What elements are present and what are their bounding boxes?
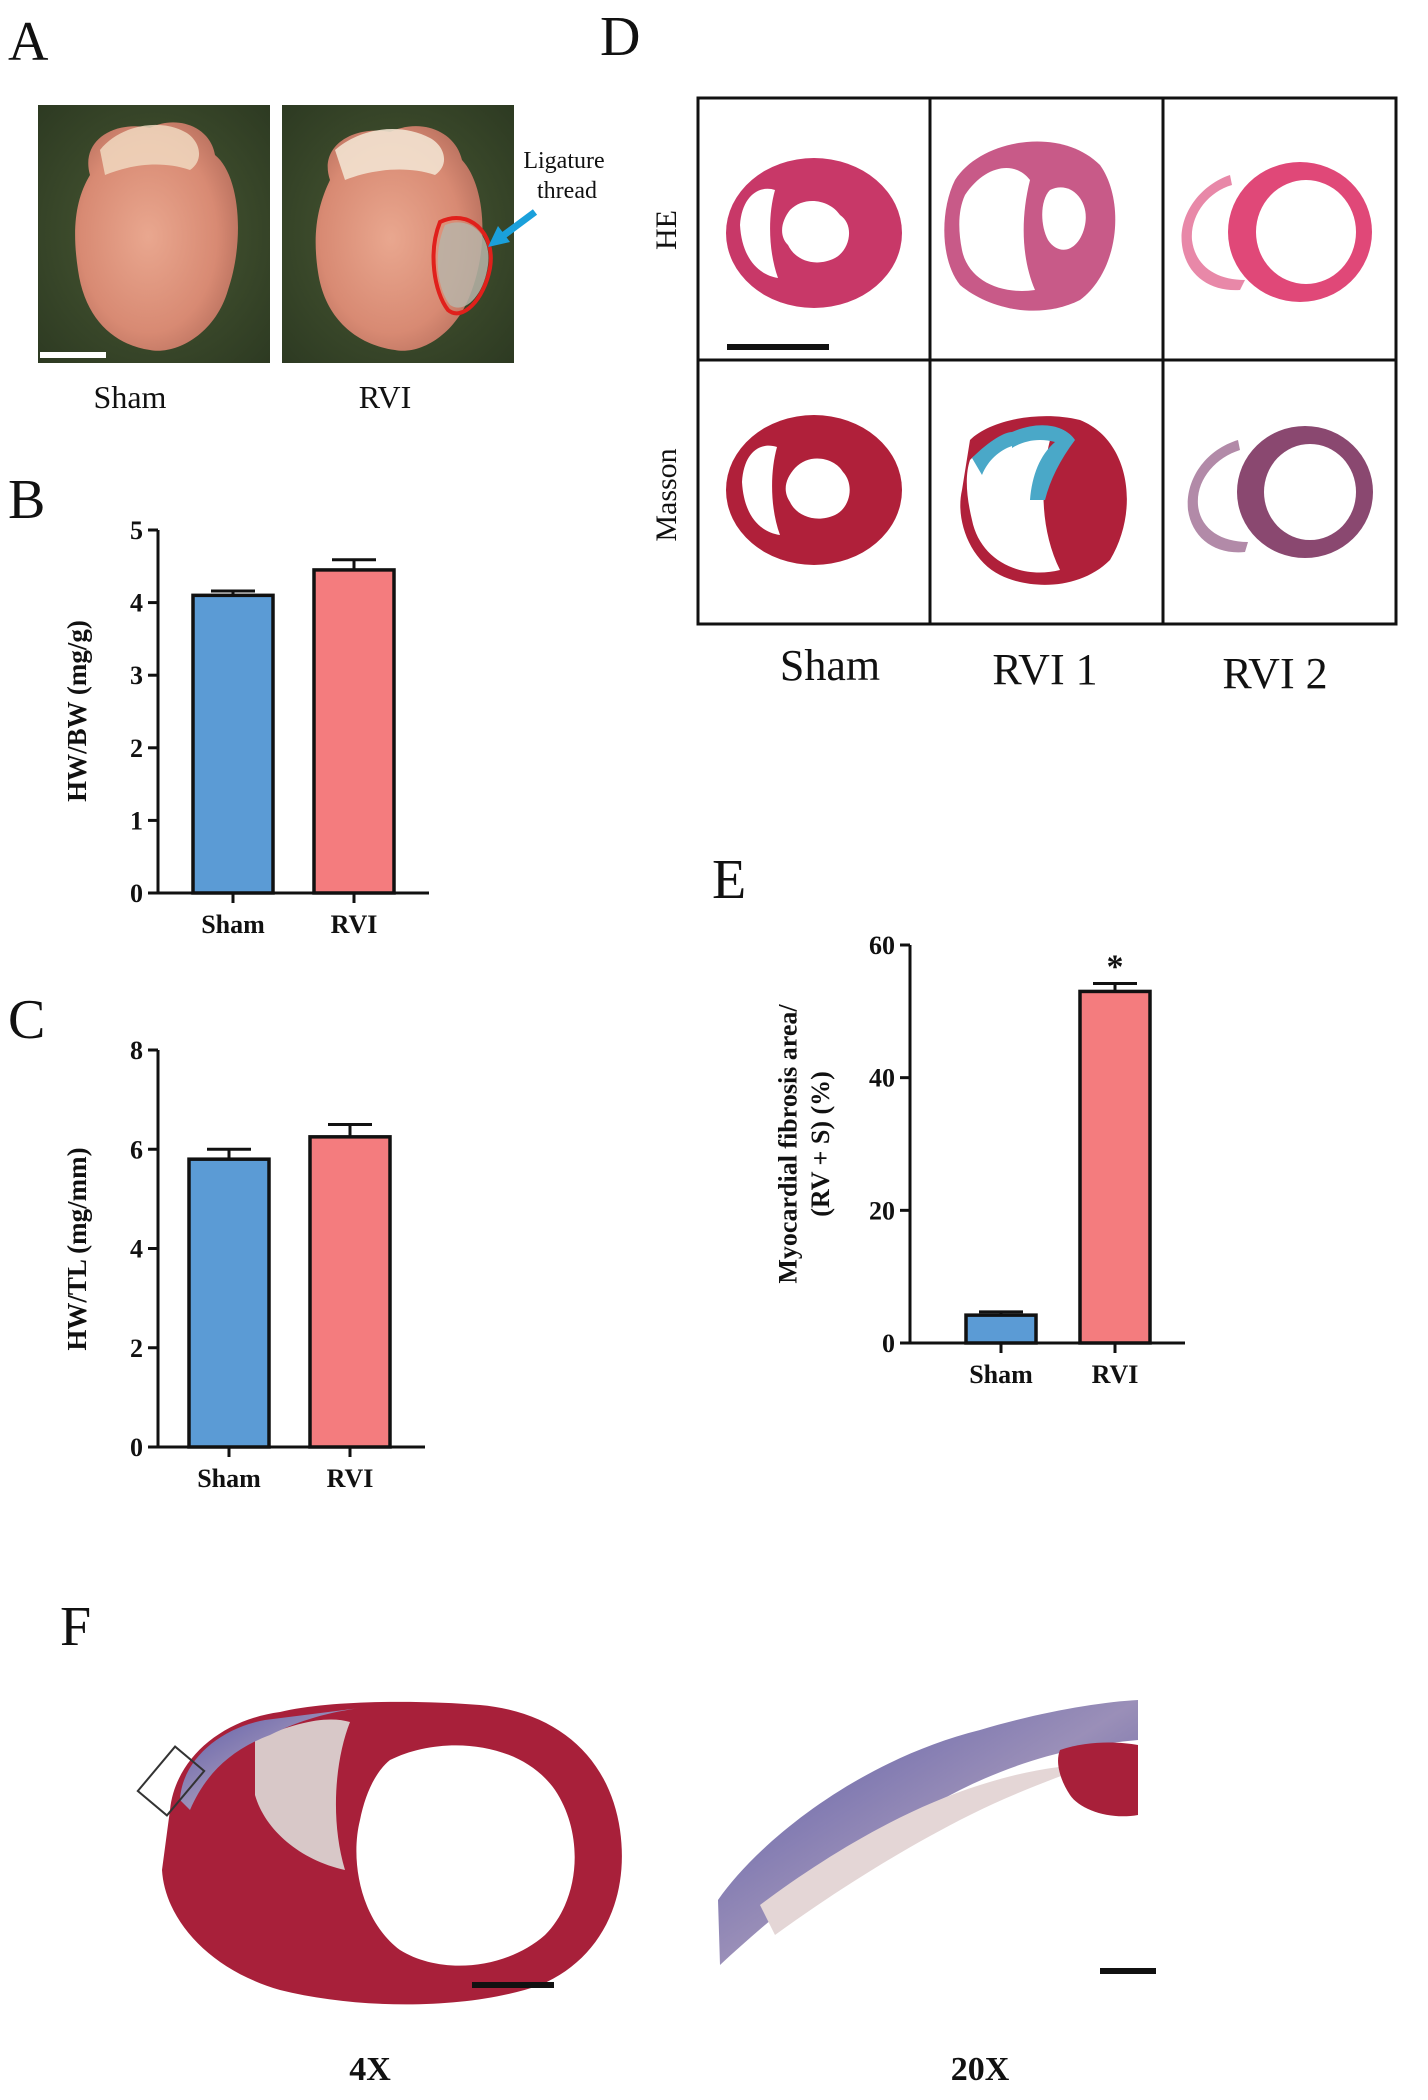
masson-20x-section	[718, 1700, 1156, 1974]
y-tick-label: 5	[130, 516, 143, 545]
panel-a-sham-label: Sham	[94, 379, 167, 415]
label-4x: 4X	[349, 2051, 391, 2088]
panel-e-letter: E	[712, 849, 746, 911]
y-tick-label: 0	[882, 1329, 895, 1358]
label-20x: 20X	[951, 2051, 1010, 2088]
panel-b-letter: B	[8, 469, 45, 531]
panel-c-letter: C	[8, 989, 45, 1051]
x-tick-label: Sham	[969, 1360, 1033, 1389]
x-tick-label: RVI	[331, 910, 378, 939]
y-tick-label: 2	[130, 734, 143, 763]
chart-c: 0 2 4 6 8 Sham RVI HW/TL (mg/mm)	[62, 1036, 425, 1493]
y-tick-label: 4	[130, 1235, 143, 1264]
y-tick-label: 2	[130, 1334, 143, 1363]
y-tick-label: 1	[130, 806, 143, 835]
bar-rvi	[1078, 989, 1152, 1345]
panel-d-letter: D	[600, 6, 640, 68]
bar-rvi	[312, 568, 396, 895]
x-tick-label: Sham	[201, 910, 265, 939]
he-rvi1-section	[944, 141, 1116, 311]
masson-rvi1-section	[960, 416, 1127, 585]
ligature-thread-label: Ligature thread	[523, 148, 610, 204]
x-tick-label: Sham	[197, 1464, 261, 1493]
x-tick-label: RVI	[327, 1464, 374, 1493]
rvi-heart-photo	[282, 105, 514, 363]
panel-a-rvi-label: RVI	[359, 379, 412, 415]
y-tick-label: 6	[130, 1135, 143, 1164]
bar-sham	[187, 1157, 271, 1449]
masson-rvi2-section	[1187, 426, 1373, 558]
panel-a-letter: A	[8, 11, 49, 73]
col-label-sham: Sham	[780, 641, 880, 690]
col-label-rvi1: RVI 1	[992, 645, 1097, 694]
y-tick-label: 4	[130, 589, 143, 618]
masson-4x-section	[136, 1701, 622, 2005]
y-tick-label: 60	[869, 931, 895, 960]
bar-sham	[191, 593, 275, 895]
chart-e: 0 20 40 60 Sham RVI * Myocardial fibrosis area/…	[773, 931, 1185, 1389]
y-tick-label: 3	[130, 661, 143, 690]
col-label-rvi2: RVI 2	[1222, 649, 1327, 698]
row-label-he: HE	[650, 210, 683, 250]
histology-grid	[696, 96, 1398, 626]
y-tick-label: 0	[130, 1433, 143, 1462]
he-sham-section	[726, 158, 902, 308]
y-tick-label: 20	[869, 1196, 895, 1225]
y-axis-label: HW/BW (mg/g)	[62, 620, 92, 802]
significance-marker: *	[1107, 948, 1124, 985]
bar-sham	[964, 1313, 1038, 1345]
y-tick-label: 0	[130, 879, 143, 908]
sham-heart-photo	[38, 105, 270, 363]
y-axis-label: Myocardial fibrosis area/(RV + S) (%)	[773, 1004, 835, 1284]
bar-rvi	[308, 1135, 392, 1449]
masson-sham-section	[726, 415, 902, 565]
x-tick-label: RVI	[1092, 1360, 1139, 1389]
panel-f-letter: F	[60, 1596, 91, 1658]
y-axis-label: HW/TL (mg/mm)	[62, 1147, 92, 1350]
row-label-masson: Masson	[650, 448, 683, 541]
y-tick-label: 40	[869, 1064, 895, 1093]
y-tick-label: 8	[130, 1036, 143, 1065]
he-rvi2-section	[1181, 162, 1372, 302]
chart-b: 0 1 2 3 4 5 Sham RVI HW/BW (mg/g)	[62, 516, 429, 939]
ligature-arrow	[488, 209, 538, 247]
